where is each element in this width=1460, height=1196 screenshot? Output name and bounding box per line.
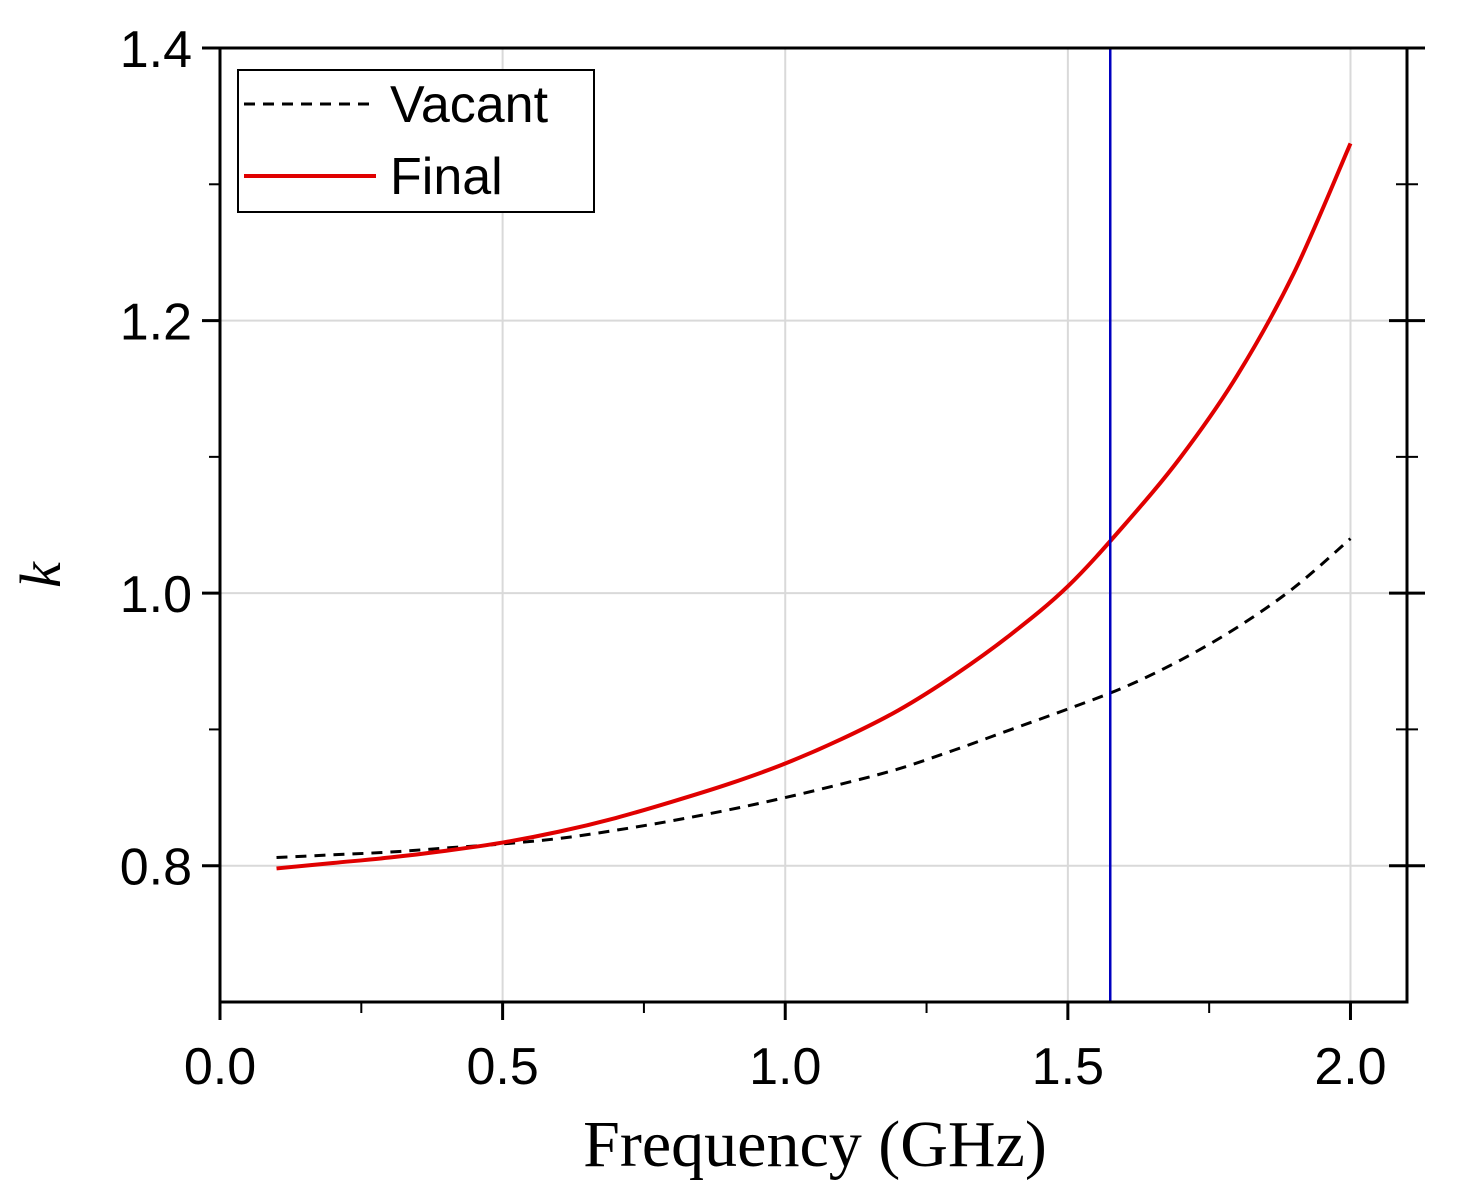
legend-label-final: Final [390,148,503,206]
x-tick-label: 0.5 [466,1038,538,1096]
series-line-vacant [276,537,1352,860]
x-tick-label: 2.0 [1314,1038,1386,1096]
tick-labels: 0.0 0.5 1.0 1.5 2.0 0.8 1.0 1.2 1.4 [120,21,1387,1096]
plot-frame [218,46,1409,1004]
x-tick-label: 1.5 [1032,1038,1104,1096]
y-axis-title: k [8,561,73,588]
x-tick-label: 1.0 [749,1038,821,1096]
legend: Vacant Final [237,69,595,213]
y-tick-label: 1.0 [120,566,192,624]
legend-label-vacant: Vacant [390,76,549,134]
legend-box [237,69,595,213]
y-tick-label: 1.4 [120,21,192,79]
y-tick-label: 0.8 [120,839,192,897]
y-tick-label: 1.2 [120,294,192,352]
plot-series [276,142,1353,871]
axis-ticks [202,46,1425,1020]
series-line-final [276,142,1353,871]
x-tick-label: 0.0 [184,1038,256,1096]
x-axis-title: Frequency (GHz) [583,1108,1047,1181]
